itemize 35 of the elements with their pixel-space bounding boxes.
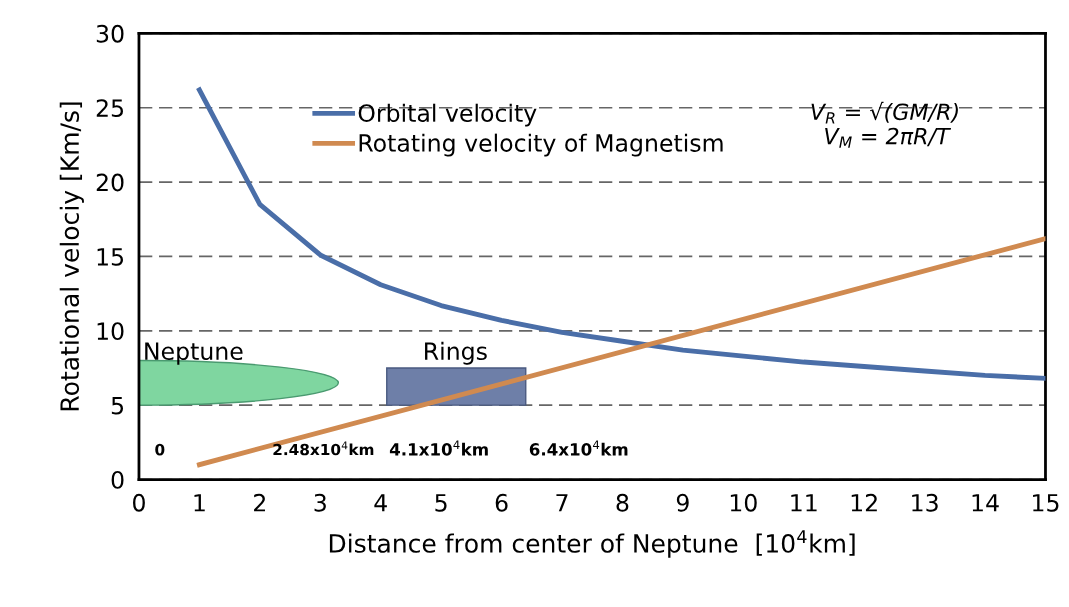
x-tick-label: 1 [194, 494, 205, 512]
x-tick-label: 2 [254, 493, 265, 512]
annotation: 2.48x10$^{4}$km [273, 441, 374, 456]
annotation: V$_{M}$ = 2πR/T [825, 127, 952, 148]
y-tick-label: 30 [96, 24, 124, 43]
x-tick-label: 10 [730, 493, 757, 512]
x-tick-label: 4 [374, 494, 387, 512]
x-tick-label: 7 [556, 494, 568, 512]
x-tick-label: 3 [314, 493, 326, 512]
annotation: V$_{R}$ = √(GM/R) [811, 101, 958, 124]
annotation: 6.4x10$^{4}$km [529, 440, 628, 456]
x-axis-title: Distance from center of Neptune [10$^{4}$km] [329, 530, 855, 558]
x-tick-label: 6 [495, 493, 508, 512]
x-tick-label: 14 [972, 494, 999, 512]
x-tick-label: 0 [133, 493, 145, 512]
x-tick-label: 11 [791, 494, 817, 512]
y-tick-label: 25 [96, 99, 124, 118]
x-tick-label: 12 [851, 493, 877, 512]
x-tick-label: 5 [435, 494, 447, 512]
x-tick-label: 15 [1033, 494, 1059, 512]
y-tick-label: 0 [111, 470, 124, 489]
x-tick-label: 9 [676, 493, 689, 512]
legend-label: Orbital velocity [358, 103, 537, 127]
annotation: Neptune [145, 342, 243, 365]
y-tick-label: 15 [97, 248, 124, 266]
annotation: 0 [155, 443, 165, 456]
legend-label: Rotating velocity of Magnetism [359, 133, 723, 157]
y-tick-label: 20 [96, 173, 124, 192]
annotation: Rings [425, 341, 487, 365]
y-tick-label: 5 [111, 396, 124, 415]
x-tick-label: 13 [912, 493, 938, 512]
y-tick-label: 10 [97, 322, 124, 341]
x-tick-label: 8 [616, 493, 629, 512]
y-axis-title: Rotational velociy [Km/s] [59, 102, 84, 411]
annotation: 4.1x10$^{4}$km [389, 440, 488, 456]
